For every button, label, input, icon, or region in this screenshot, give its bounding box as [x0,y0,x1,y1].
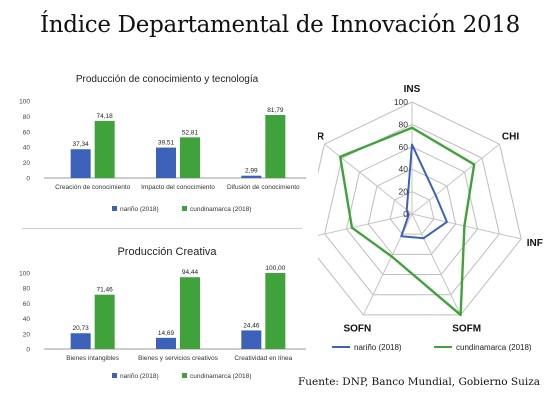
y-tick-label: 60 [23,301,31,308]
radar-spoke [324,143,413,215]
y-tick-label: 0 [26,176,30,183]
radar-grid-ring [389,191,435,235]
y-tick-label: 100 [19,271,30,278]
category-label: Impacto del conocimiento [141,184,215,191]
radar-grid-ring [324,123,500,296]
legend-swatch [182,373,187,378]
knowledge-tech-bar-chart: 0 20 40 60 80 100 37,34 74,18 Creación de conoci… [19,99,306,213]
radar-axis-label: CHI [502,131,519,142]
legend-swatch [112,373,117,378]
bar [180,137,200,178]
radar-spoke [411,213,462,316]
y-tick-label: 60 [23,129,31,136]
radar-tick-label: 60 [399,142,409,152]
radar-tick-label: 40 [399,164,409,174]
creative-production-bar-chart: 0 20 40 60 80 100 20,73 71,46 Bienes intangibles… [19,265,306,380]
legend-swatch [112,206,117,211]
data-label: 37,34 [73,141,90,148]
data-label: 2,99 [245,168,258,175]
legend-swatch [182,206,187,211]
bar [241,175,262,178]
legend-label: cundinamarca (2018) [190,206,251,213]
bar [70,333,91,349]
data-label: 74,18 [97,113,114,120]
legend-label: cundinamarca (2018) [190,373,251,380]
data-label: 39,51 [158,140,175,147]
radar-tick-label: 100 [394,97,408,107]
bar [94,120,115,178]
category-label: Creación de conocimiento [55,184,131,191]
category-label: Difusión de conocimiento [227,184,300,191]
radar-tick-label: 80 [399,119,409,129]
radar-spoke [318,213,413,236]
radar-grid-ring [318,101,522,316]
radar-axis-label: INF [527,238,543,249]
legend-label: nariño (2018) [354,343,402,352]
source-note: Fuente: DNP, Banco Mundial, Gobierno Sui… [297,376,540,388]
bar [156,337,176,349]
legend-label: cundinamarca (2018) [456,343,532,352]
y-tick-label: 40 [23,145,31,152]
data-label: 52,81 [182,129,199,136]
bar [265,115,286,178]
chart1-title: Producción de conocimiento y tecnología [75,74,259,85]
radar-series-line [400,143,448,240]
radar-axis-label: SOFM [452,324,481,335]
data-label: 94,44 [182,269,199,276]
radar-spoke [411,213,522,240]
radar-axis-label: PCR [318,131,325,142]
category-label: Creatividad en línea [234,355,292,362]
radar-grid-ring [367,168,457,255]
innovation-radar-chart: 020406080100INSCHIINFSOFMSOFNPCTPCRnariñ… [318,84,543,352]
radar-axis-label: SOFN [343,324,371,335]
bar [70,149,91,178]
y-tick-label: 20 [23,160,31,167]
radar-tick-label: 20 [399,187,409,197]
bar [180,277,200,349]
y-tick-label: 0 [26,347,30,354]
section-divider [22,228,302,229]
data-label: 24,46 [243,322,260,329]
data-label: 71,46 [97,287,114,294]
data-label: 81,79 [267,107,284,114]
category-label: Bienes y servicios creativos [138,355,219,362]
y-tick-label: 100 [19,99,30,106]
legend-label: nariño (2018) [120,206,159,213]
y-tick-label: 80 [23,114,31,121]
data-label: 14,69 [158,330,175,337]
radar-series-line [338,126,476,317]
legend-label: nariño (2018) [120,373,159,380]
data-label: 20,73 [73,325,90,332]
bar [156,147,176,178]
chart2-title: Producción Creativa [117,246,217,258]
category-label: Bienes intangibles [66,355,120,362]
page-title: Índice Departamental de Innovación 2018 [39,12,521,38]
bar [265,273,286,349]
y-tick-label: 20 [23,331,31,338]
radar-axis-label: INS [404,84,421,95]
data-label: 100,00 [265,265,285,272]
radar-tick-label: 0 [403,209,408,219]
bar [94,294,115,349]
y-tick-label: 80 [23,286,31,293]
radar-spoke [411,143,500,215]
y-tick-label: 40 [23,316,31,323]
bar [241,330,262,349]
